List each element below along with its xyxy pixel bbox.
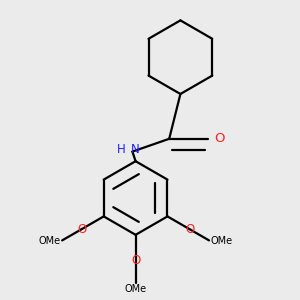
Text: H: H xyxy=(117,143,125,156)
Text: OMe: OMe xyxy=(39,236,61,246)
Text: OMe: OMe xyxy=(124,284,147,294)
Text: O: O xyxy=(185,223,194,236)
Text: N: N xyxy=(131,143,140,156)
Text: OMe: OMe xyxy=(210,236,232,246)
Text: O: O xyxy=(131,254,140,267)
Text: O: O xyxy=(214,132,225,145)
Text: O: O xyxy=(77,223,86,236)
